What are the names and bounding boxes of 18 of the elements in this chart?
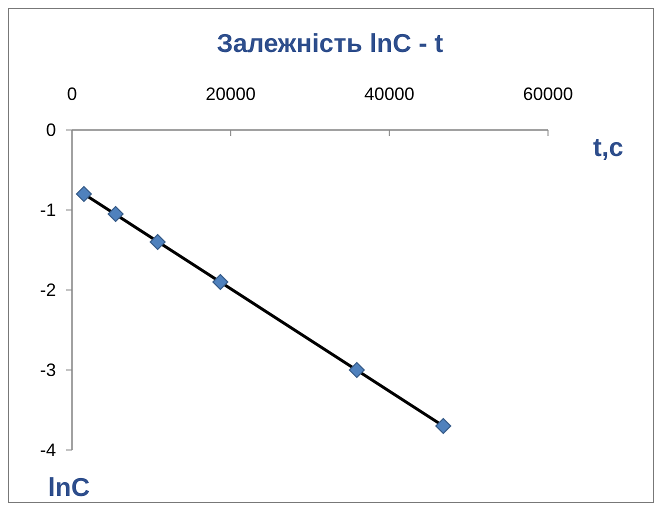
- y-tick-label: -1: [40, 200, 56, 220]
- y-tick-label: -4: [40, 440, 56, 460]
- x-tick-label: 20000: [206, 84, 256, 104]
- y-tick-label: -3: [40, 360, 56, 380]
- point: [150, 234, 166, 250]
- y-tick-label: 0: [46, 120, 56, 140]
- x-axis-title: t,c: [593, 132, 624, 162]
- x-tick-label: 40000: [364, 84, 414, 104]
- x-tick-label: 0: [66, 84, 78, 104]
- point: [212, 274, 228, 290]
- y-tick-label: -2: [40, 280, 56, 300]
- point: [435, 418, 452, 434]
- x-tick-label: 60000: [522, 84, 574, 104]
- point: [76, 186, 92, 202]
- y-axis-title: lnC: [48, 472, 90, 502]
- chart-title: Залежність lnC - t: [216, 28, 444, 58]
- point: [348, 362, 365, 378]
- point: [108, 206, 124, 222]
